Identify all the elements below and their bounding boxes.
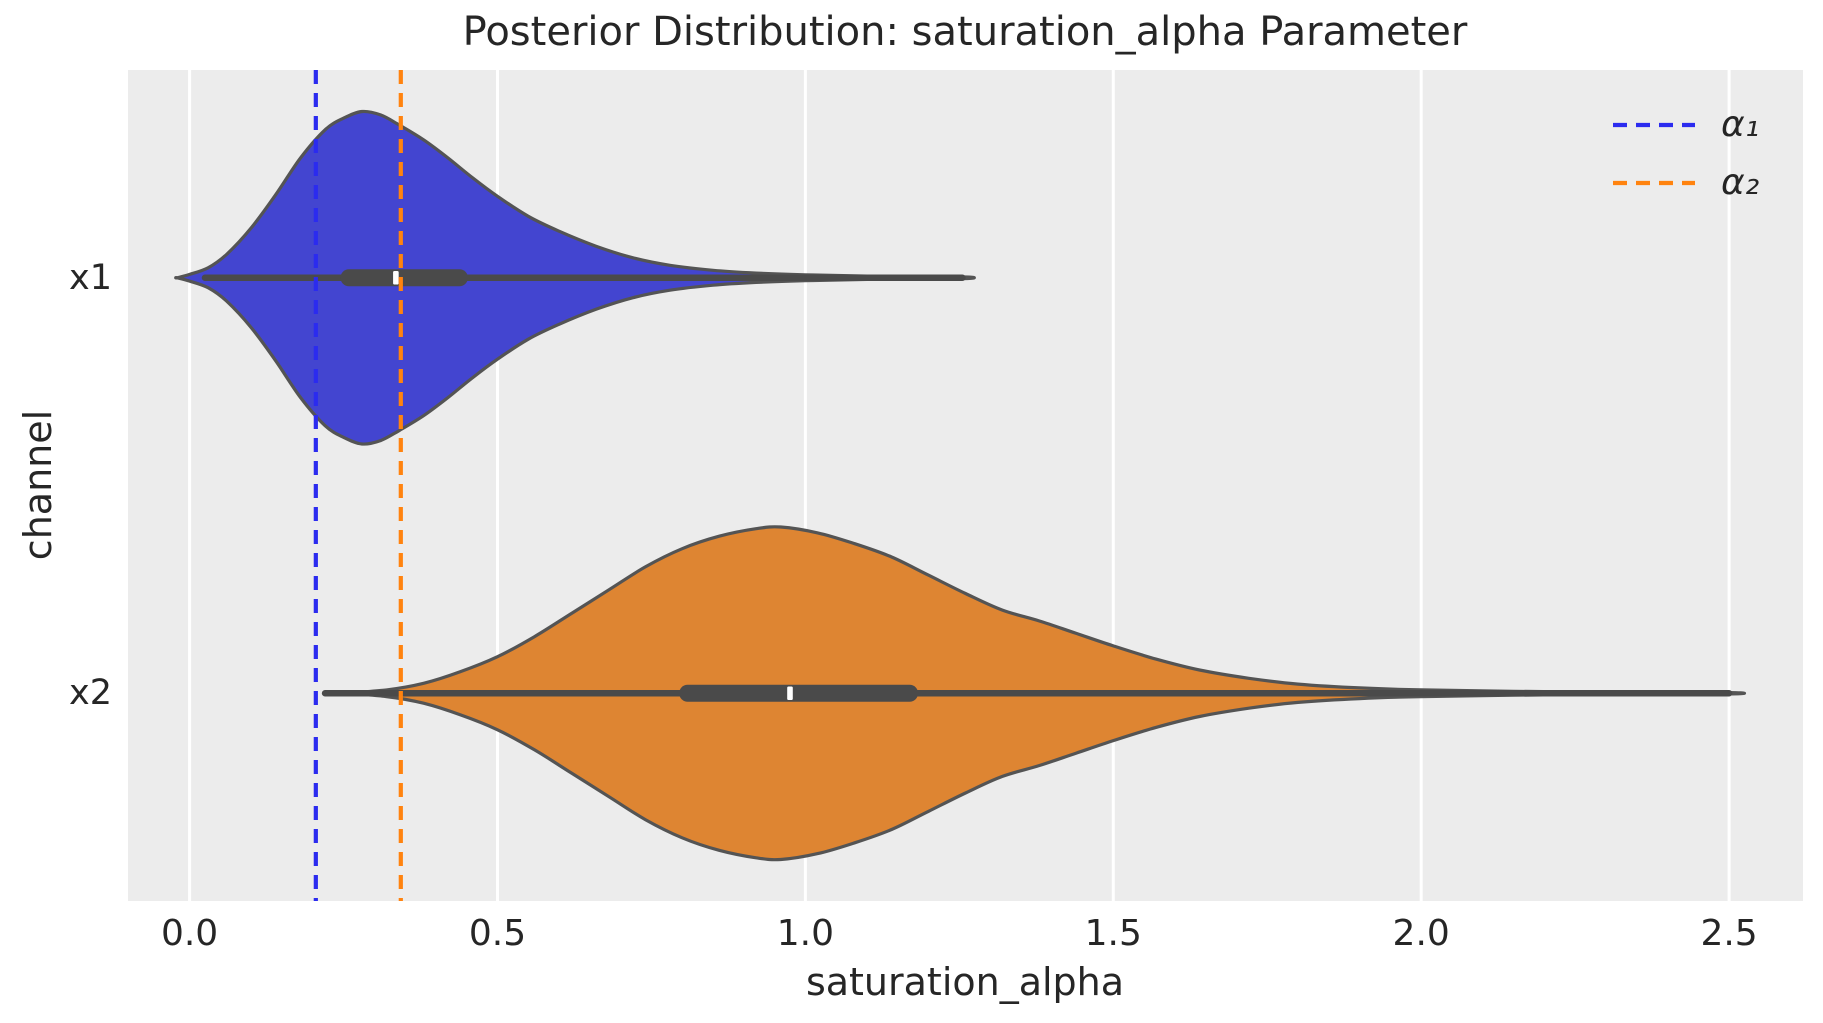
x-tick-label-2.5: 2.5 (1700, 913, 1758, 954)
legend-entry-alpha1: α₁ (1613, 96, 1759, 154)
legend-entry-alpha2: α₂ (1613, 154, 1759, 212)
alpha1-dashed-line-swatch (1613, 122, 1695, 128)
iqr-box-x1 (340, 269, 468, 287)
median-tick-x2 (787, 686, 793, 701)
x-tick-label-0.5: 0.5 (468, 913, 527, 954)
legend: α₁ α₂ (1613, 96, 1759, 212)
y-tick-label-x2: x2 (69, 673, 112, 714)
iqr-box-x2 (679, 684, 919, 702)
x-tick-label-2.0: 2.0 (1392, 913, 1450, 954)
legend-label-alpha2: α₂ (1721, 162, 1760, 203)
legend-label-alpha1: α₁ (1721, 104, 1760, 145)
y-tick-label-x1: x1 (69, 257, 112, 298)
x-tick-label-1.0: 1.0 (776, 913, 834, 954)
x-tick-label-1.5: 1.5 (1084, 913, 1142, 954)
median-tick-x1 (393, 270, 399, 285)
y-axis-label: channel (16, 409, 60, 561)
alpha2-dashed-line-swatch (1613, 180, 1695, 186)
x-tick-label-0.0: 0.0 (160, 913, 219, 954)
chart-title: Posterior Distribution: saturation_alpha… (462, 9, 1468, 55)
x-axis-label: saturation_alpha (805, 960, 1125, 1004)
